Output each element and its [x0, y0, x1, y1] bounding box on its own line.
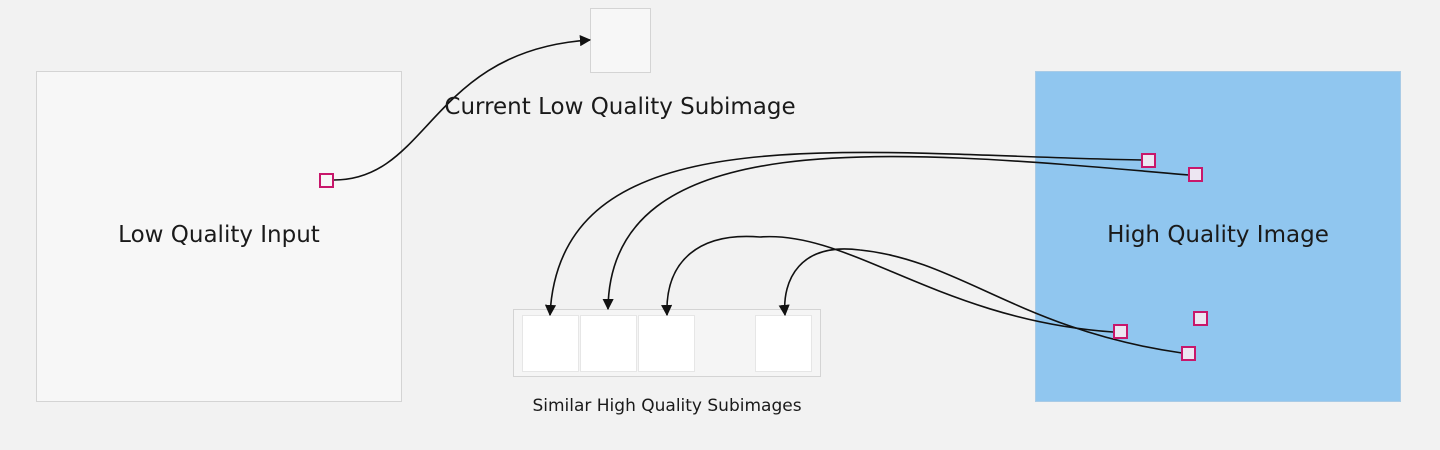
similar-subimage-tile: [522, 315, 579, 372]
similar-subimage-tile: [755, 315, 812, 372]
patch-marker: [1181, 346, 1196, 361]
current-subimage-label: Current Low Quality Subimage: [444, 94, 796, 120]
patch-marker: [1141, 153, 1156, 168]
similar-subimages-label: Similar High Quality Subimages: [532, 396, 802, 416]
patch-marker: [319, 173, 334, 188]
current-subimage-box: [590, 8, 651, 73]
similar-subimages-strip: [513, 309, 821, 377]
low-quality-input-label: Low Quality Input: [118, 222, 320, 248]
similar-subimage-tile: [580, 315, 637, 372]
high-quality-image-label: High Quality Image: [1107, 222, 1329, 248]
patch-marker: [1113, 324, 1128, 339]
similar-subimage-tile: [638, 315, 695, 372]
patch-marker: [1193, 311, 1208, 326]
patch-marker: [1188, 167, 1203, 182]
